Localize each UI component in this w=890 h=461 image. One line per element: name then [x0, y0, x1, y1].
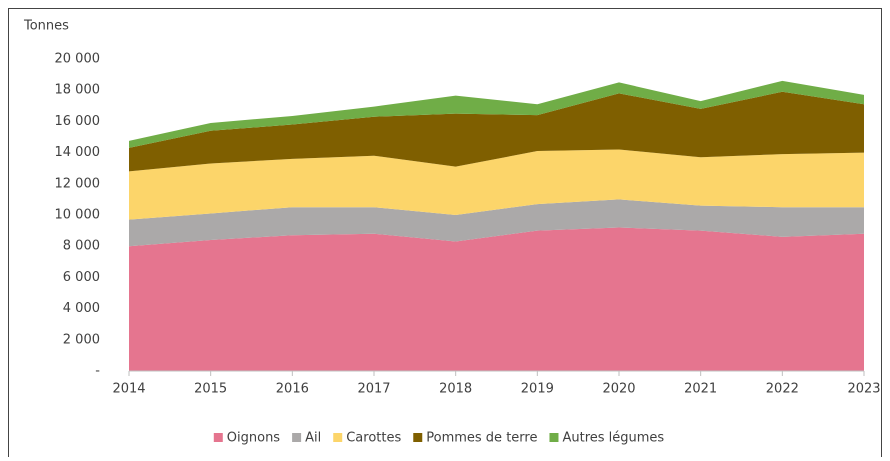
x-tick-label: 2020: [602, 382, 635, 397]
area: [129, 227, 864, 371]
legend-label: Ail: [305, 431, 321, 446]
legend-swatch: [333, 433, 343, 442]
x-tick-label: 2023: [847, 382, 880, 397]
x-tick-label: 2022: [766, 382, 799, 397]
y-tick-label: 10 000: [55, 208, 101, 223]
legend-swatch: [292, 433, 302, 442]
x-tick-label: 2014: [112, 382, 145, 397]
area: [129, 91, 864, 172]
x-tick-label: 2018: [439, 382, 472, 397]
legend-swatch: [549, 433, 559, 442]
legend-item: Carottes: [333, 431, 401, 446]
legend-item: Oignons: [213, 431, 281, 446]
legend-label: Pommes de terre: [426, 431, 537, 446]
legend-item: Ail: [292, 431, 321, 446]
legend-label: Autres légumes: [562, 431, 664, 446]
y-tick-label: 2 000: [63, 332, 100, 347]
y-tick-label: 8 000: [63, 239, 100, 254]
area: [129, 199, 864, 247]
legend-label: Carottes: [346, 431, 401, 446]
y-axis-label: Tonnes: [23, 19, 69, 34]
x-tick-label: 2019: [521, 382, 554, 397]
x-tick-label: 2021: [684, 382, 717, 397]
area: [129, 149, 864, 220]
legend-item: Autres légumes: [549, 431, 664, 446]
area: [129, 80, 864, 148]
x-tick-label: 2016: [276, 382, 309, 397]
y-tick-label: 16 000: [55, 114, 101, 129]
y-tick-label: 20 000: [55, 52, 101, 67]
y-tick-label: 18 000: [55, 83, 101, 98]
legend-swatch: [413, 433, 423, 442]
x-tick-label: 2015: [194, 382, 227, 397]
y-tick-label: 12 000: [55, 176, 101, 191]
legend-label: Oignons: [227, 431, 281, 446]
y-tick-label: 6 000: [63, 270, 100, 285]
legend-item: Pommes de terre: [413, 431, 537, 446]
y-tick-label: -: [95, 364, 100, 379]
x-tick-label: 2017: [357, 382, 390, 397]
y-tick-label: 4 000: [63, 301, 100, 316]
legend-swatch: [213, 433, 223, 442]
chart-frame: [8, 8, 882, 461]
y-tick-label: 14 000: [55, 145, 101, 160]
